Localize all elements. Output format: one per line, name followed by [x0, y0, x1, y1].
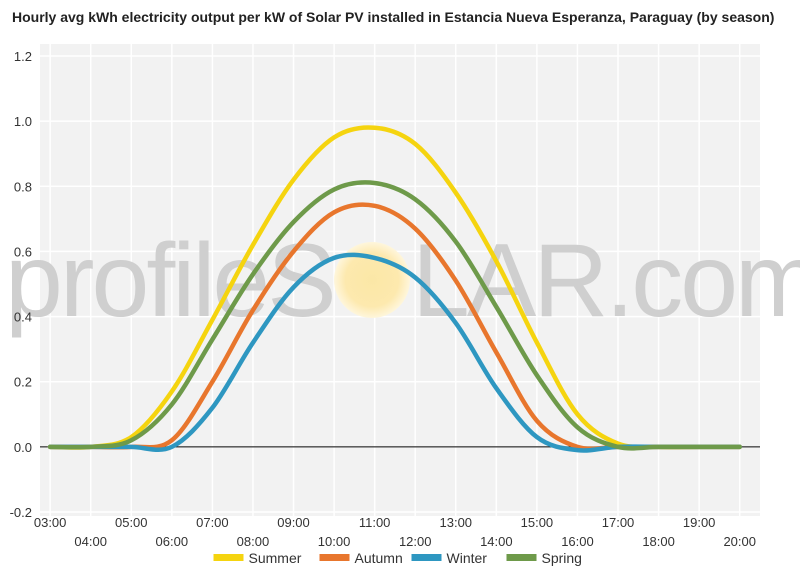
legend-label: Winter: [447, 550, 488, 566]
x-tick-label: 12:00: [399, 534, 432, 549]
y-tick-label: 1.2: [14, 49, 32, 64]
watermark-text-left: profileS: [5, 223, 334, 339]
y-tick-label: 1.0: [14, 114, 32, 129]
watermark: profileS LAR.com: [5, 223, 800, 339]
legend: Summer Autumn Winter Spring: [213, 550, 582, 566]
x-tick-label: 10:00: [318, 534, 351, 549]
watermark-text-right: LAR.com: [412, 223, 800, 339]
legend-item-summer: Summer: [213, 550, 302, 566]
x-axis: 03:00 04:00 05:00 06:00 07:00 08:00 09:00 10:00…: [34, 515, 756, 549]
chart-title: Hourly avg kWh electricity output per kW…: [12, 9, 775, 25]
y-tick-label: 0.6: [14, 244, 32, 259]
x-tick-label: 17:00: [602, 515, 635, 530]
y-tick-label: 0.4: [14, 310, 32, 325]
x-tick-label: 18:00: [642, 534, 675, 549]
series-line-summer: [47, 125, 742, 450]
legend-swatch: [506, 554, 537, 561]
legend-swatch: [213, 554, 244, 561]
x-tick-label: 08:00: [237, 534, 270, 549]
series-line-spring: [47, 180, 742, 451]
legend-item-spring: Spring: [506, 550, 582, 566]
legend-label: Autumn: [355, 550, 403, 566]
grid: [40, 44, 760, 516]
x-tick-label: 07:00: [196, 515, 229, 530]
y-tick-label: 0.2: [14, 375, 32, 390]
legend-label: Summer: [249, 550, 302, 566]
y-tick-label: 0.8: [14, 179, 32, 194]
x-tick-label: 14:00: [480, 534, 513, 549]
legend-swatch: [319, 554, 350, 561]
x-tick-label: 05:00: [115, 515, 148, 530]
x-tick-label: 06:00: [156, 534, 189, 549]
legend-swatch: [411, 554, 442, 561]
x-tick-label: 13:00: [440, 515, 473, 530]
legend-label: Spring: [542, 550, 582, 566]
x-tick-label: 15:00: [521, 515, 554, 530]
x-tick-label: 03:00: [34, 515, 67, 530]
x-tick-label: 11:00: [359, 515, 391, 530]
legend-item-winter: Winter: [411, 550, 488, 566]
y-tick-label: 0.0: [14, 440, 32, 455]
legend-item-autumn: Autumn: [319, 550, 403, 566]
series-lines: [47, 125, 742, 453]
y-axis: -0.2 0.0 0.2 0.4 0.6 0.8 1.0 1.2: [10, 49, 32, 520]
x-tick-label: 16:00: [561, 534, 594, 549]
x-tick-label: 04:00: [74, 534, 107, 549]
x-tick-label: 20:00: [723, 534, 756, 549]
x-tick-label: 09:00: [277, 515, 310, 530]
x-tick-label: 19:00: [683, 515, 716, 530]
y-tick-label: -0.2: [10, 505, 32, 520]
